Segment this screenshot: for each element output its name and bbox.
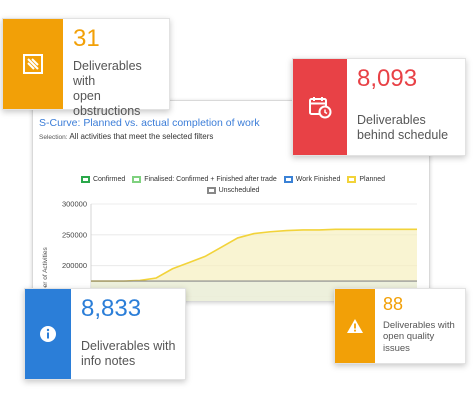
behind-schedule-description: Deliverables behind schedule <box>357 113 448 143</box>
behind-schedule-count: 8,093 <box>357 65 418 92</box>
quality-issues-card[interactable]: 88 Deliverables with open quality issues <box>334 288 466 364</box>
info-notes-description: Deliverables with info notes <box>81 339 175 369</box>
legend-item[interactable]: Confirmed <box>80 176 126 183</box>
obstructions-card-body: 31 Deliverables with open obstructions <box>63 19 169 119</box>
legend-row: Confirmed Finalised: Confirmed + Finished… <box>63 176 403 183</box>
info-notes-count: 8,833 <box>81 295 142 322</box>
quality-issues-desc-line: open quality <box>383 331 435 343</box>
legend-label: Work Finished <box>295 176 341 183</box>
obstruction-icon <box>23 54 43 74</box>
info-notes-card[interactable]: 8,833 Deliverables with info notes <box>24 288 186 380</box>
s-curve-chart: 30000025000020000015000010000050000Numbe… <box>42 201 417 301</box>
obstructions-description: Deliverables with open obstructions <box>73 59 161 119</box>
selection-line: Selection: All activities that meet the … <box>39 132 213 141</box>
legend-label: Finalised: Confirmed + Finished after tr… <box>144 176 277 183</box>
calendar-clock-icon <box>309 97 332 119</box>
y-tick-label: 250000 <box>62 230 87 239</box>
obstructions-desc-line: open <box>73 89 101 103</box>
obstructions-desc-line: obstructions <box>73 104 141 118</box>
obstructions-count: 31 <box>73 25 100 52</box>
behind-schedule-card-body: 8,093 Deliverables behind schedule <box>347 59 456 155</box>
legend-row: Unscheduled <box>63 187 403 194</box>
quality-issues-card-side <box>335 289 375 363</box>
info-icon <box>40 326 56 342</box>
behind-schedule-desc-line: Deliverables <box>357 113 426 127</box>
selection-value: All activities that meet the selected fi… <box>69 132 214 141</box>
y-axis-label: Number of Activities <box>42 247 49 301</box>
legend-swatch <box>283 176 293 183</box>
legend-swatch <box>80 176 90 183</box>
info-notes-card-side <box>25 289 71 379</box>
y-tick-label: 300000 <box>62 201 87 209</box>
series-line-planned <box>91 228 417 282</box>
selection-label: Selection: <box>39 134 68 141</box>
quality-issues-card-body: 88 Deliverables with open quality issues <box>375 289 461 363</box>
legend-item[interactable]: Finalised: Confirmed + Finished after tr… <box>132 176 277 183</box>
behind-schedule-card-side <box>293 59 347 155</box>
quality-issues-desc-line: Deliverables with <box>383 320 455 331</box>
obstructions-card-side <box>3 19 63 109</box>
info-notes-desc-line: info notes <box>81 354 136 368</box>
chart-title[interactable]: S-Curve: Planned vs. actual completion o… <box>39 117 260 129</box>
behind-schedule-card[interactable]: 8,093 Deliverables behind schedule <box>292 58 466 156</box>
info-notes-desc-line: Deliverables with <box>81 339 176 353</box>
quality-issues-count: 88 <box>383 294 404 314</box>
legend-swatch <box>347 176 357 183</box>
obstructions-desc-line: Deliverables with <box>73 59 142 88</box>
info-notes-card-body: 8,833 Deliverables with info notes <box>71 289 183 379</box>
quality-issues-desc-line: issues <box>383 342 410 354</box>
obstructions-card[interactable]: 31 Deliverables with open obstructions <box>2 18 170 119</box>
legend-label: Planned <box>359 176 386 183</box>
warning-icon <box>347 319 363 333</box>
legend-label: Confirmed <box>92 176 126 183</box>
legend-item[interactable]: Work Finished <box>283 176 341 183</box>
chart-legend: Confirmed Finalised: Confirmed + Finished… <box>63 176 403 198</box>
legend-label: Unscheduled <box>218 187 260 194</box>
legend-swatch <box>206 187 216 194</box>
legend-item[interactable]: Unscheduled <box>206 187 260 194</box>
y-tick-label: 200000 <box>62 261 87 270</box>
quality-issues-description: Deliverables with open quality issues <box>383 320 455 354</box>
legend-swatch <box>132 176 142 183</box>
legend-item[interactable]: Planned <box>347 176 385 183</box>
behind-schedule-desc-line: behind schedule <box>357 128 449 142</box>
